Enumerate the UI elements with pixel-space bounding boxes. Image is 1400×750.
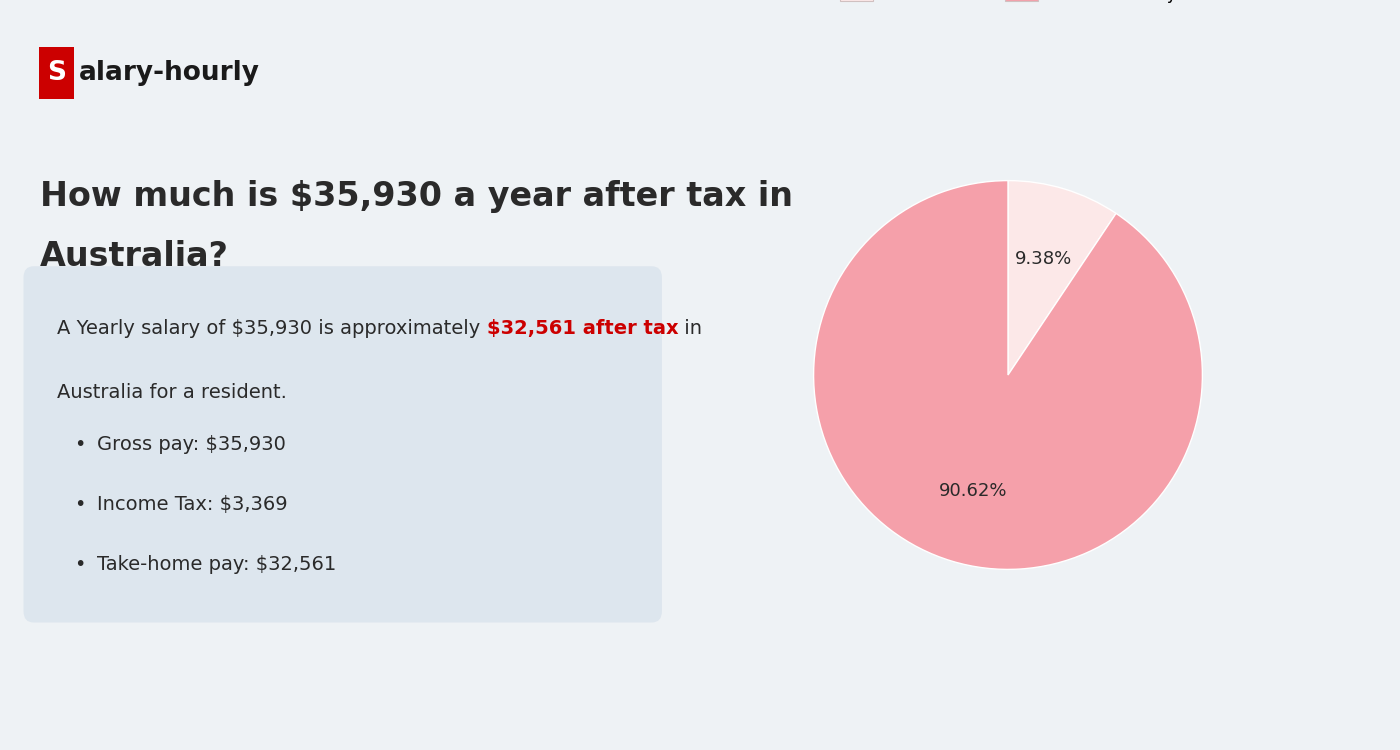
Text: Income Tax: $3,369: Income Tax: $3,369 <box>98 495 288 514</box>
FancyBboxPatch shape <box>39 47 74 99</box>
Text: in: in <box>678 319 703 338</box>
FancyBboxPatch shape <box>24 266 662 622</box>
Text: How much is $35,930 a year after tax in: How much is $35,930 a year after tax in <box>41 180 794 213</box>
Text: •: • <box>74 435 85 454</box>
Text: S: S <box>48 60 66 86</box>
Text: Australia for a resident.: Australia for a resident. <box>57 382 287 401</box>
Text: •: • <box>74 555 85 574</box>
Text: 9.38%: 9.38% <box>1015 250 1072 268</box>
Legend: Income Tax, Take-home Pay: Income Tax, Take-home Pay <box>833 0 1183 10</box>
Text: Take-home pay: $32,561: Take-home pay: $32,561 <box>98 555 336 574</box>
Text: alary-hourly: alary-hourly <box>80 60 260 86</box>
Text: $32,561 after tax: $32,561 after tax <box>487 319 678 338</box>
Text: 90.62%: 90.62% <box>938 482 1007 500</box>
Text: Australia?: Australia? <box>41 240 230 273</box>
Wedge shape <box>813 181 1203 569</box>
Text: Gross pay: $35,930: Gross pay: $35,930 <box>98 435 287 454</box>
Text: •: • <box>74 495 85 514</box>
Text: A Yearly salary of $35,930 is approximately: A Yearly salary of $35,930 is approximat… <box>57 319 487 338</box>
Wedge shape <box>1008 181 1116 375</box>
